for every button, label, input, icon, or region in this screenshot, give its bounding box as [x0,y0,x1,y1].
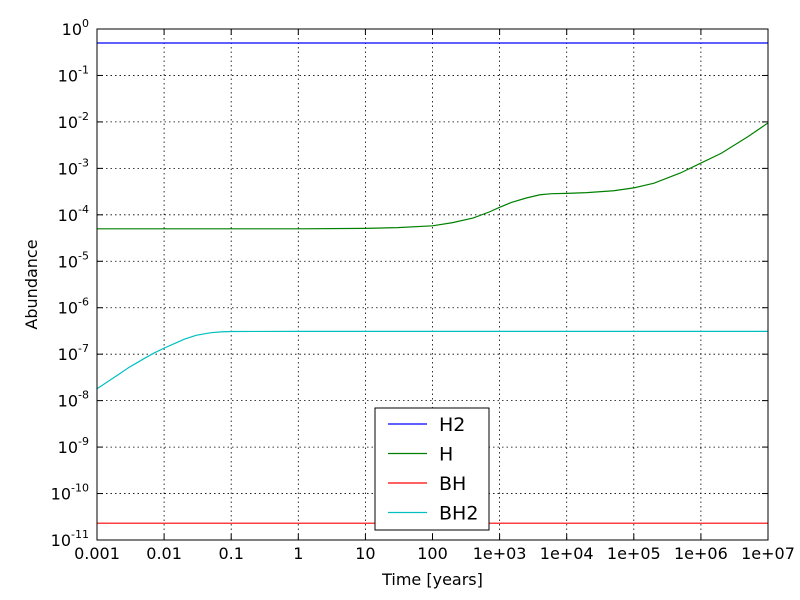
x-tick-label: 1e+06 [674,544,728,563]
y-tick-label: 10-10 [51,482,89,504]
grid [97,29,768,540]
series-line-bh2 [96,330,768,390]
y-tick-labels: 100 10-1 10-2 10-3 10-4 10-5 10-6 10-7 10-8 10-9 1… [51,17,89,550]
series-line-h [97,122,769,230]
legend-label-h2: H2 [439,414,465,436]
y-tick-label: 10-7 [58,342,89,364]
x-tick-label: 10 [355,544,375,563]
x-tick-label: 0.01 [146,544,182,563]
y-tick-label: 10-2 [58,110,89,132]
y-tick-label: 10-5 [58,249,89,271]
y-tick-label: 10-3 [58,156,89,178]
x-tick-label: 1e+03 [473,544,527,563]
legend-label-bh: BH [439,473,466,495]
y-tick-label: 10-4 [58,203,89,225]
legend-label-bh2: BH2 [439,503,478,525]
y-tick-label: 10-1 [58,63,89,85]
y-tick-label: 10-11 [51,528,89,550]
y-tick-label: 10-9 [58,435,89,457]
x-tick-labels: 0.001 0.01 0.1 1 10 100 1e+03 1e+04 1e+05 1e+06 1e… [74,544,795,563]
x-axis-label: Time [years] [381,570,483,589]
y-tick-label: 100 [62,17,89,39]
x-tick-label: 1e+04 [540,544,594,563]
x-tick-label: 100 [417,544,448,563]
y-axis-label: Abundance [22,239,41,329]
x-tick-label: 0.1 [218,544,243,563]
y-tick-label: 10-6 [58,296,89,318]
legend-box [374,407,490,531]
y-tick-label: 10-8 [58,389,89,411]
legend-label-h: H [439,444,453,466]
x-tick-label: 0.001 [74,544,120,563]
ticks [96,28,769,541]
legend: H2 H BH BH2 [374,407,490,531]
x-tick-label: 1e+07 [741,544,795,563]
x-tick-label: 1e+05 [607,544,661,563]
x-tick-label: 1 [293,544,303,563]
